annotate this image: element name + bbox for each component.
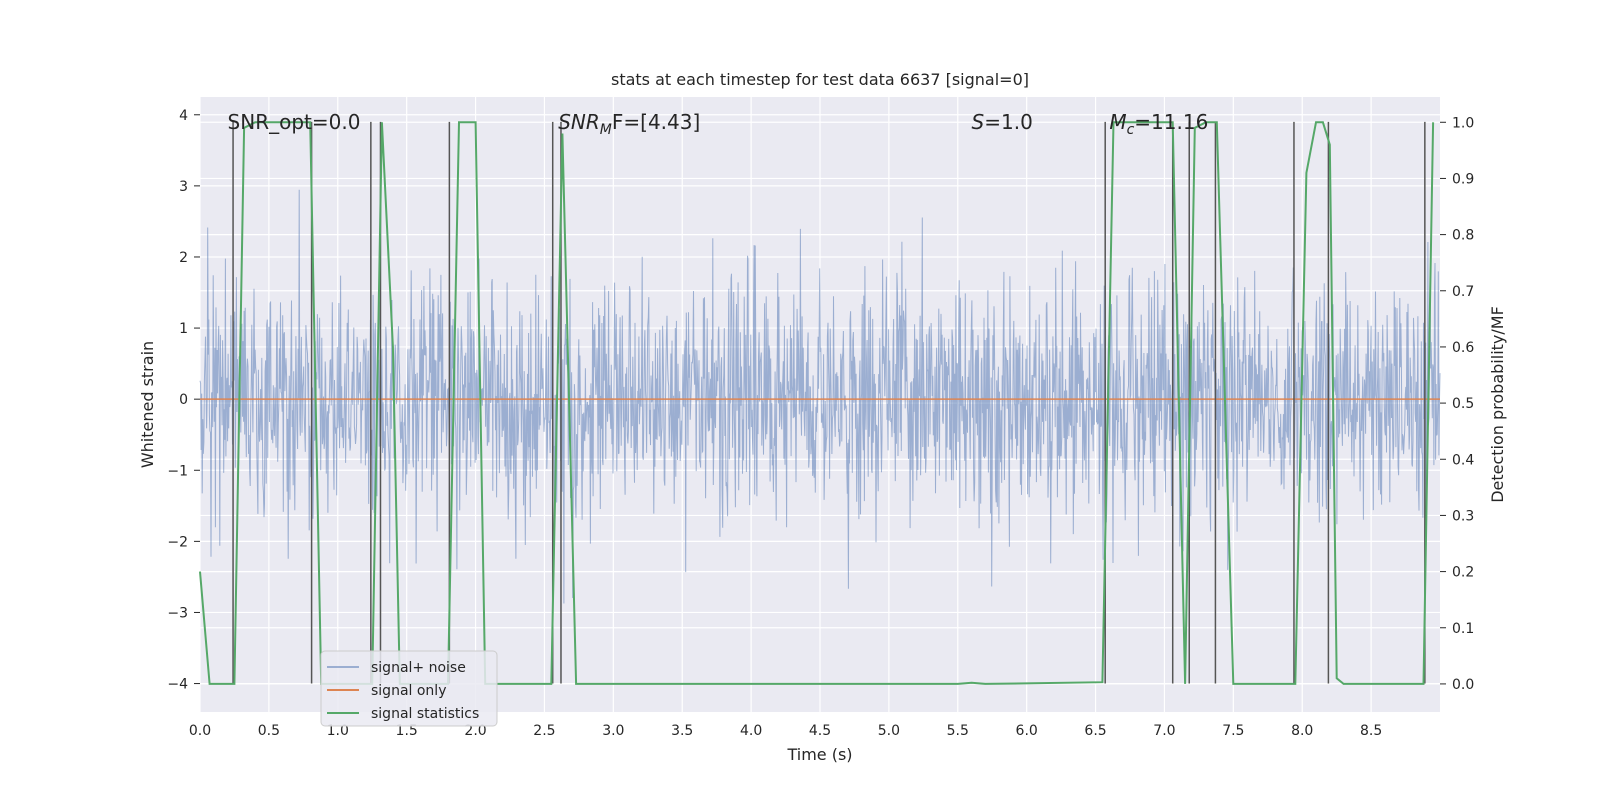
y-tick-label: −1 [167,463,188,479]
y-tick-label: 2 [179,250,188,266]
x-tick-label: 1.0 [327,723,349,739]
x-axis-title: Time (s) [786,745,852,764]
x-tick-label: 8.0 [1291,723,1313,739]
annotation-mc-name: M [1109,110,1126,134]
y-tick-label: 1 [179,321,188,337]
x-tick-label: 5.5 [947,723,969,739]
annotation-s: S=1.0 [972,110,1033,134]
annotation-mc: Mc=11.16 [1109,110,1208,138]
y-tick-label: −4 [167,677,188,693]
annotation-snr-mf: SNRMF=[4.43] [558,110,700,138]
x-tick-label: 0.5 [258,723,280,739]
annotation-s-name: S [972,110,985,134]
grid [199,97,1440,712]
chart-title: stats at each timestep for test data 663… [611,70,1029,89]
y2-tick-label: 0.2 [1452,565,1474,581]
annotation-snr-opt: SNR_opt=0.0 [228,110,361,134]
vertical-lines [232,121,1426,684]
y2-tick-label: 0.9 [1452,171,1474,187]
x-tick-label: 4.5 [809,723,831,739]
y-axis-title: Whitened strain [138,341,157,468]
y2-tick-label: 0.0 [1452,677,1474,693]
series-signal-noise-line [199,189,1441,604]
series-signal-statistics-line [199,121,1435,685]
y2-tick-label: 0.8 [1452,228,1474,244]
x-tick-label: 7.0 [1153,723,1175,739]
y2-tick-label: 1.0 [1452,115,1474,131]
y2-tick-label: 0.4 [1452,452,1474,468]
annotation-mc-sub: c [1127,122,1135,138]
y2-tick-label: 0.6 [1452,340,1474,356]
annotation-snr-mf-tail: F=[4.43] [612,110,700,134]
ticks: 0.0 0.5 1.0 1.5 2.0 2.5 3.0 3.5 4.0 4.5 5.0 5.5 6.0 6… [167,108,1474,739]
x-tick-label: 7.5 [1222,723,1244,739]
x-tick-label: 8.5 [1360,723,1382,739]
y-tick-label: 4 [179,108,188,124]
annotation-snr-mf-sub: M [600,122,612,138]
annotation-snr-mf-name: SNR [558,110,600,134]
legend-label: signal statistics [371,706,479,722]
x-tick-label: 4.0 [740,723,762,739]
x-tick-label: 3.0 [602,723,624,739]
x-tick-label: 5.0 [878,723,900,739]
y2-tick-label: 0.1 [1452,621,1474,637]
y2-tick-label: 0.7 [1452,284,1474,300]
y2-tick-label: 0.3 [1452,508,1474,524]
y-tick-label: −2 [167,534,188,550]
x-tick-label: 2.0 [464,723,486,739]
x-tick-label: 0.0 [189,723,211,739]
legend-box [320,650,498,727]
x-tick-label: 6.5 [1084,723,1106,739]
y-tick-label: 3 [179,179,188,195]
y-tick-label: 0 [179,392,188,408]
annotation-mc-tail: =11.16 [1134,110,1208,134]
y-tick-label: −3 [167,605,188,621]
annotation-s-tail: =1.0 [984,110,1033,134]
legend-label: signal only [371,683,446,699]
x-tick-label: 3.5 [671,723,693,739]
x-tick-label: 1.5 [396,723,418,739]
y2-axis-title: Detection probability/MF [1488,306,1507,503]
legend-label: signal+ noise [371,660,466,676]
x-tick-label: 2.5 [533,723,555,739]
data-layer [199,121,1441,685]
y2-tick-label: 0.5 [1452,396,1474,412]
legend: signal+ noise signal only signal statistic… [320,650,498,727]
x-tick-label: 6.0 [1016,723,1038,739]
